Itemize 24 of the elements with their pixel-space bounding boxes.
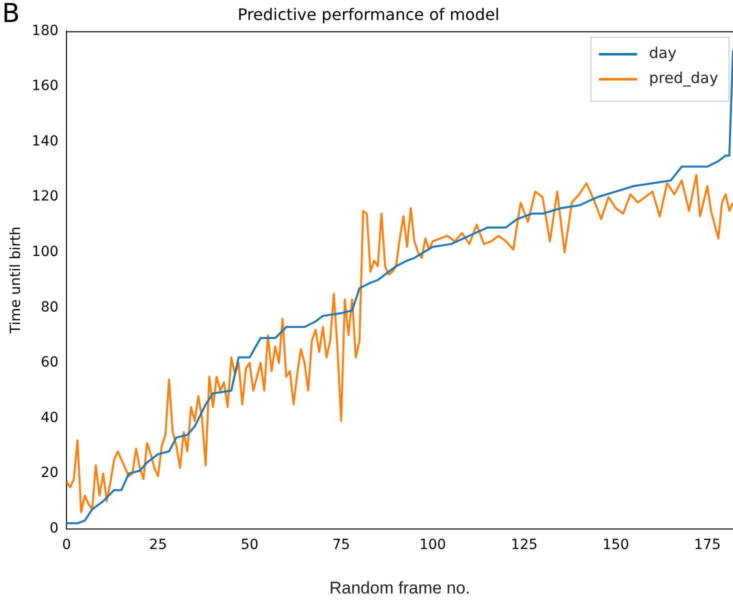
x-axis-title: Random frame no. bbox=[329, 578, 470, 598]
x-tick-label: 150 bbox=[602, 536, 630, 553]
legend-label: pred_day bbox=[649, 69, 718, 88]
y-tick-label: 20 bbox=[40, 465, 59, 482]
x-tick-label: 50 bbox=[240, 536, 259, 553]
y-tick-label: 140 bbox=[32, 133, 59, 150]
x-tick-label: 175 bbox=[694, 536, 721, 553]
y-tick-label: 60 bbox=[40, 354, 59, 371]
y-tick-label: 0 bbox=[50, 520, 59, 536]
y-tick-label: 160 bbox=[32, 78, 59, 94]
x-tick-label: 75 bbox=[332, 536, 350, 553]
chart-title: Predictive performance of model bbox=[238, 4, 500, 24]
y-axis-title: Time until birth bbox=[8, 226, 24, 335]
x-tick-label: 125 bbox=[510, 536, 538, 553]
y-tick-label: 40 bbox=[40, 410, 59, 426]
x-tick-label: 0 bbox=[62, 536, 71, 553]
x-tick-label: 25 bbox=[149, 536, 167, 553]
text: B bbox=[2, 0, 20, 29]
x-tick-label: 100 bbox=[419, 536, 446, 553]
y-tick-label: 120 bbox=[32, 188, 59, 205]
y-tick-label: 100 bbox=[32, 244, 59, 260]
y-tick-label: 180 bbox=[32, 22, 59, 39]
y-tick-label: 80 bbox=[40, 299, 59, 316]
legend-label: day bbox=[649, 44, 677, 62]
